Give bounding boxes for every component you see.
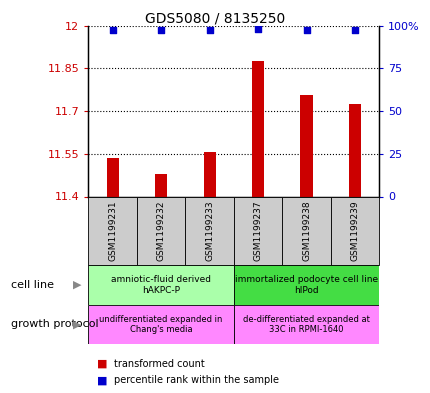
Text: amniotic-fluid derived
hAKPC-P: amniotic-fluid derived hAKPC-P: [111, 275, 211, 295]
FancyBboxPatch shape: [233, 305, 378, 344]
Text: GSM1199233: GSM1199233: [205, 200, 214, 261]
Text: GSM1199238: GSM1199238: [301, 200, 310, 261]
Bar: [106, 158, 118, 196]
Point: [109, 27, 116, 33]
Bar: [300, 95, 312, 196]
FancyBboxPatch shape: [88, 196, 137, 265]
Text: ▶: ▶: [73, 319, 82, 329]
Text: GSM1199232: GSM1199232: [156, 201, 165, 261]
Text: de-differentiated expanded at
33C in RPMI-1640: de-differentiated expanded at 33C in RPM…: [243, 314, 369, 334]
FancyBboxPatch shape: [185, 196, 233, 265]
FancyBboxPatch shape: [88, 305, 233, 344]
Text: transformed count: transformed count: [114, 358, 205, 369]
Text: growth protocol: growth protocol: [11, 319, 98, 329]
Point: [254, 26, 261, 32]
Text: GSM1199231: GSM1199231: [108, 200, 117, 261]
Text: ■: ■: [97, 375, 107, 386]
Bar: [203, 152, 215, 196]
FancyBboxPatch shape: [282, 196, 330, 265]
FancyBboxPatch shape: [330, 196, 378, 265]
Text: cell line: cell line: [11, 280, 54, 290]
Text: GDS5080 / 8135250: GDS5080 / 8135250: [145, 12, 285, 26]
FancyBboxPatch shape: [88, 265, 233, 305]
Bar: [155, 174, 167, 196]
Text: undifferentiated expanded in
Chang's media: undifferentiated expanded in Chang's med…: [99, 314, 222, 334]
Point: [302, 27, 309, 33]
Text: percentile rank within the sample: percentile rank within the sample: [114, 375, 279, 386]
Text: immortalized podocyte cell line
hIPod: immortalized podocyte cell line hIPod: [234, 275, 377, 295]
Text: ■: ■: [97, 358, 107, 369]
Point: [351, 27, 358, 33]
Point: [157, 27, 164, 33]
Text: GSM1199239: GSM1199239: [350, 200, 359, 261]
FancyBboxPatch shape: [137, 196, 185, 265]
Bar: [348, 104, 360, 196]
FancyBboxPatch shape: [233, 196, 282, 265]
Text: GSM1199237: GSM1199237: [253, 200, 262, 261]
Bar: [252, 61, 264, 196]
Text: ▶: ▶: [73, 280, 82, 290]
FancyBboxPatch shape: [233, 265, 378, 305]
Point: [206, 27, 212, 33]
